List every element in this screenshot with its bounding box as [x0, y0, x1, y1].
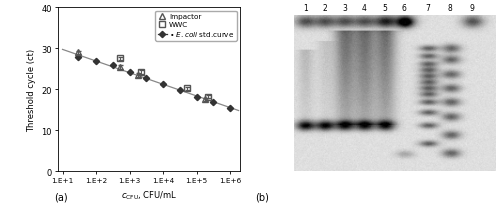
Text: 8: 8 [448, 4, 452, 13]
Text: (b): (b) [255, 192, 269, 202]
Text: 9: 9 [469, 4, 474, 13]
Y-axis label: Threshold cycle (ct): Threshold cycle (ct) [27, 48, 36, 131]
Text: 6: 6 [402, 4, 406, 13]
Text: 4: 4 [362, 4, 366, 13]
X-axis label: $c_{\mathrm{CFU}}$, CFU/mL: $c_{\mathrm{CFU}}$, CFU/mL [120, 188, 177, 201]
Text: 3: 3 [342, 4, 347, 13]
Legend: Impactor, WWC, $\bullet$ $\it{E. coli}$ std.curve: Impactor, WWC, $\bullet$ $\it{E. coli}$ … [156, 12, 236, 41]
Text: 7: 7 [425, 4, 430, 13]
Text: 5: 5 [382, 4, 387, 13]
Text: 1: 1 [303, 4, 308, 13]
Title: Lane: Lane [384, 0, 406, 2]
Text: 2: 2 [322, 4, 327, 13]
Text: (a): (a) [54, 191, 68, 201]
